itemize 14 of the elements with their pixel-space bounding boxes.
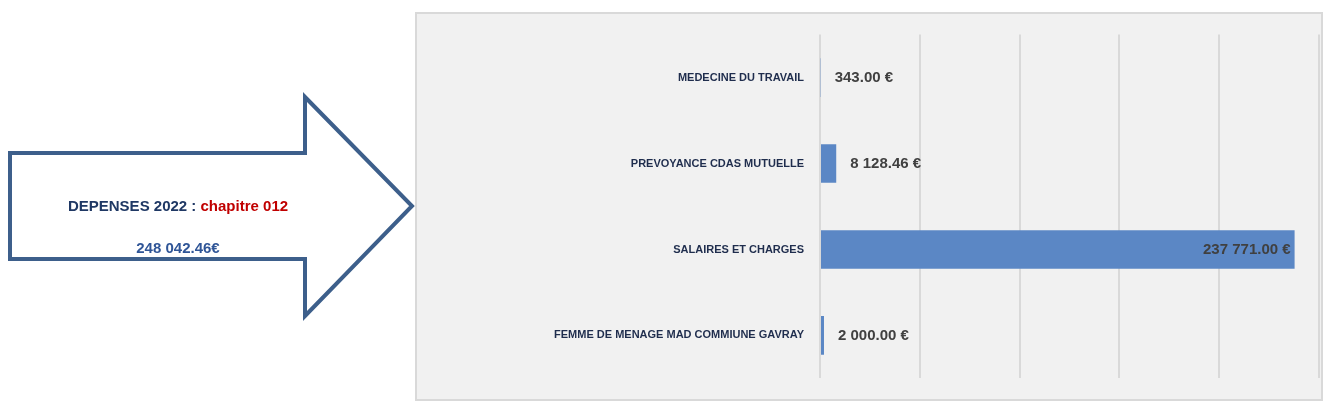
y-tick-label: FEMME DE MENAGE MAD COMMIUNE GAVRAY: [554, 328, 805, 341]
y-tick-label: PREVOYANCE CDAS MUTUELLE: [630, 156, 804, 169]
data-label: 343.00 €: [834, 67, 894, 85]
bar: [821, 316, 824, 355]
text: chapitre 012: [200, 197, 289, 214]
bar: [821, 230, 1295, 269]
data-label: 2 000.00 €: [837, 325, 910, 343]
data-label: 237 771.00 €: [1203, 239, 1292, 257]
data-label: 8 128.46 €: [850, 153, 922, 171]
bar: [821, 144, 837, 183]
text: 248 042.46€: [136, 239, 220, 256]
y-tick-label: SALAIRES ET CHARGES: [673, 242, 804, 255]
y-tick-label: MEDECINE DU TRAVAIL: [677, 70, 805, 83]
text: DEPENSES 2022 :: [67, 197, 197, 214]
